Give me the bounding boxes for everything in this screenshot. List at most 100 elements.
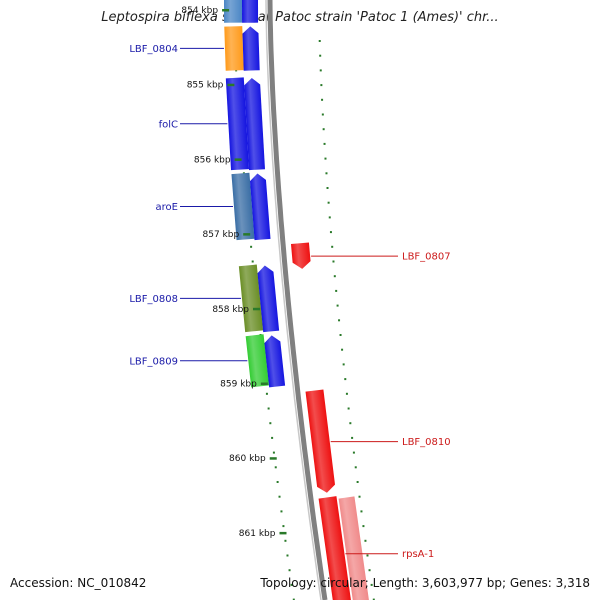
tick-dot — [370, 583, 373, 586]
tick-dot — [272, 451, 275, 454]
tick-dot — [360, 510, 363, 513]
tick-dot — [271, 436, 274, 439]
gene-label[interactable]: LBF_0807 — [402, 252, 451, 263]
tick-mark — [234, 158, 242, 161]
gene-feature[interactable] — [238, 264, 264, 333]
tick-dot — [251, 260, 254, 263]
tick-dot — [338, 319, 341, 322]
tick-label: 854 kbp — [181, 6, 218, 16]
tick-mark — [260, 382, 268, 385]
genome-summary-text: Topology: circular; Length: 3,603,977 bp… — [260, 576, 590, 590]
gene-feature[interactable] — [290, 242, 311, 269]
gene-feature[interactable] — [242, 26, 260, 71]
tick-dot — [288, 569, 291, 572]
tick-dot — [358, 495, 361, 498]
tick-dot — [336, 304, 339, 307]
gene-feature[interactable] — [305, 389, 336, 493]
tick-dot — [324, 157, 327, 160]
tick-label: 856 kbp — [194, 155, 231, 165]
tick-dot — [362, 525, 365, 528]
tick-dot — [332, 260, 335, 263]
tick-mark — [227, 83, 235, 87]
tick-dot — [282, 525, 285, 528]
gene-feature[interactable] — [249, 173, 271, 241]
tick-dot — [372, 598, 375, 600]
tick-marks: 854 kbp 855 kbp 856 kbp 857 kbp 858 kbp 859 k… — [181, 6, 287, 539]
tick-dot — [366, 554, 369, 557]
tick-dot — [319, 54, 322, 57]
gene-label[interactable]: LBF_0810 — [402, 437, 451, 448]
tick-dot — [323, 142, 326, 145]
gene-label[interactable]: LBF_0804 — [129, 44, 178, 55]
tick-dot — [265, 392, 268, 395]
tick-mark — [269, 457, 277, 460]
gene-feature[interactable] — [241, 0, 259, 23]
tick-dot — [351, 436, 354, 439]
tick-dot — [322, 128, 325, 131]
gene-feature[interactable] — [231, 172, 255, 241]
tick-label: 858 kbp — [212, 305, 249, 315]
tick-dot — [321, 98, 324, 101]
tick-dot — [335, 289, 338, 292]
tick-dot — [339, 334, 342, 336]
tick-label: 860 kbp — [229, 454, 266, 464]
tick-mark — [243, 233, 251, 236]
tick-label: 855 kbp — [187, 81, 224, 91]
gene-feature[interactable] — [223, 0, 243, 23]
tick-dot — [327, 201, 330, 204]
gene-feature[interactable] — [245, 334, 270, 388]
gene-feature[interactable] — [225, 77, 249, 171]
tick-label: 857 kbp — [203, 230, 240, 240]
tick-mark — [222, 9, 230, 12]
tick-dot — [280, 510, 283, 513]
tick-dot — [352, 451, 355, 454]
tick-dot — [341, 348, 344, 351]
tick-label: 861 kbp — [239, 529, 276, 539]
tick-label: 859 kbp — [220, 380, 257, 390]
tick-mark — [253, 307, 261, 311]
tick-dot — [320, 84, 323, 87]
tick-dot — [368, 569, 371, 572]
gene-label[interactable]: LBF_0809 — [129, 356, 178, 367]
tick-dot — [329, 231, 332, 234]
tick-dot — [250, 245, 253, 248]
tick-dot — [364, 539, 367, 542]
tick-dot — [347, 407, 350, 410]
tick-dot — [342, 363, 345, 366]
tick-dot — [345, 392, 348, 395]
tick-dot — [292, 598, 295, 600]
tick-dot — [349, 422, 352, 425]
tick-dot — [331, 245, 334, 248]
gene-feature[interactable] — [224, 26, 244, 71]
gene-feature[interactable] — [244, 77, 265, 171]
gene-label[interactable]: LBF_0808 — [129, 294, 178, 305]
backbone-shade — [265, 0, 322, 600]
gene-label[interactable]: aroE — [156, 202, 178, 213]
gene-feature[interactable] — [257, 265, 280, 333]
tick-dot — [325, 172, 328, 175]
tick-dot — [321, 113, 324, 116]
backbone-track — [267, 0, 328, 600]
tick-dot — [269, 422, 272, 425]
tick-dot — [319, 69, 322, 72]
tick-dot — [284, 539, 287, 542]
gene-feature[interactable] — [264, 334, 286, 388]
tick-dot — [274, 466, 277, 469]
tick-dot — [318, 40, 321, 42]
tick-dot — [286, 554, 289, 557]
tick-dot — [328, 216, 331, 219]
gene-label[interactable]: folC — [159, 119, 178, 130]
gene-feature[interactable] — [318, 496, 353, 600]
tick-dot — [344, 378, 347, 381]
tick-dot — [267, 407, 270, 410]
tick-dot — [276, 481, 279, 483]
tick-dot — [333, 275, 336, 278]
accession-text: Accession: NC_010842 — [10, 576, 147, 590]
outer-tick-dots — [318, 40, 375, 600]
map-title: Leptospira biflexa serovar Patoc strain … — [101, 10, 499, 25]
tick-dot — [356, 481, 359, 483]
tick-dot — [354, 466, 357, 469]
gene-label[interactable]: rpsA-1 — [402, 549, 434, 560]
tick-dot — [290, 583, 293, 586]
